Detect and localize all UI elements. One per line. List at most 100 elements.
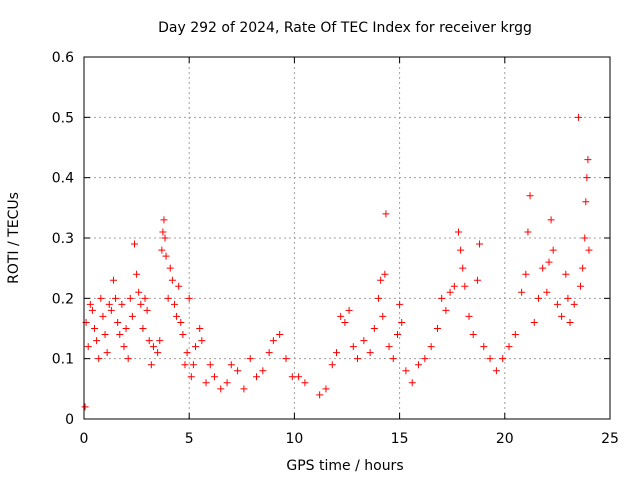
data-point xyxy=(91,325,99,332)
data-point xyxy=(118,300,126,308)
data-point xyxy=(584,156,592,164)
data-point xyxy=(95,355,103,363)
data-point xyxy=(196,325,204,332)
data-point xyxy=(109,276,117,284)
data-point xyxy=(398,318,406,326)
data-point xyxy=(370,325,378,332)
data-point xyxy=(566,318,574,326)
data-point xyxy=(354,355,362,363)
data-point xyxy=(393,331,401,339)
data-point xyxy=(105,300,113,308)
data-point xyxy=(107,306,115,314)
data-point xyxy=(166,264,174,272)
data-point xyxy=(192,343,200,351)
data-point xyxy=(282,355,290,363)
data-point xyxy=(547,216,555,224)
data-point xyxy=(332,349,340,357)
data-point xyxy=(259,367,267,375)
data-point xyxy=(143,306,151,314)
data-point xyxy=(130,240,138,248)
data-point xyxy=(124,355,132,363)
data-point xyxy=(492,367,500,375)
data-point xyxy=(328,361,336,369)
data-point xyxy=(269,337,277,345)
data-point xyxy=(133,270,141,278)
data-point xyxy=(461,282,469,290)
data-point xyxy=(164,294,172,302)
data-point xyxy=(122,325,130,332)
data-point xyxy=(162,252,170,260)
x-axis-label: GPS time / hours xyxy=(286,458,403,474)
data-point xyxy=(564,294,572,302)
data-point xyxy=(389,355,397,363)
data-point xyxy=(585,246,593,254)
x-tick-label: 5 xyxy=(185,431,194,447)
x-tick-label: 15 xyxy=(391,431,409,447)
data-point xyxy=(385,343,393,351)
data-point xyxy=(396,300,404,308)
data-point xyxy=(375,294,383,302)
data-point xyxy=(295,373,303,381)
data-point xyxy=(114,318,122,326)
data-point xyxy=(465,312,473,320)
data-point xyxy=(160,216,168,224)
data-point xyxy=(276,331,284,339)
data-point xyxy=(135,288,143,296)
axis-ticks: 0 5 10 15 20 25 0 0.1 0.2 0.3 0.4 0.5 0.6 xyxy=(52,50,619,447)
data-point xyxy=(450,282,458,290)
y-axis-label: ROTI / TECUs xyxy=(6,192,22,284)
data-point xyxy=(480,343,488,351)
data-point xyxy=(446,288,454,296)
x-tick-label: 20 xyxy=(496,431,514,447)
data-point xyxy=(253,373,261,381)
data-point xyxy=(88,306,96,314)
y-tick-label: 0.2 xyxy=(52,291,74,307)
data-point xyxy=(518,288,526,296)
data-point xyxy=(530,318,538,326)
data-point xyxy=(156,337,164,345)
data-point xyxy=(217,385,225,393)
data-point xyxy=(227,361,235,369)
data-point xyxy=(139,325,147,332)
data-point xyxy=(170,300,178,308)
data-point xyxy=(379,312,387,320)
data-point xyxy=(366,349,374,357)
data-point xyxy=(137,300,145,308)
data-point xyxy=(349,343,357,351)
data-point xyxy=(301,379,309,387)
data-point xyxy=(161,234,169,242)
data-point xyxy=(442,306,450,314)
data-point xyxy=(81,403,89,411)
data-point xyxy=(173,312,181,320)
y-tick-label: 0.1 xyxy=(52,352,74,368)
data-point xyxy=(288,373,296,381)
data-point xyxy=(198,337,206,345)
x-tick-label: 25 xyxy=(601,431,619,447)
y-tick-label: 0 xyxy=(65,412,74,428)
data-point xyxy=(486,355,494,363)
data-point xyxy=(511,331,519,339)
data-point xyxy=(539,264,547,272)
data-point xyxy=(337,312,345,320)
y-tick-label: 0.6 xyxy=(52,50,74,66)
y-tick-label: 0.5 xyxy=(52,110,74,126)
y-tick-label: 0.3 xyxy=(52,231,74,247)
data-point xyxy=(408,379,416,387)
data-point xyxy=(223,379,231,387)
data-point xyxy=(579,264,587,272)
data-point xyxy=(234,367,242,375)
data-point xyxy=(582,198,590,206)
data-point xyxy=(322,385,330,393)
data-point xyxy=(455,228,463,236)
data-point xyxy=(459,264,467,272)
data-point xyxy=(583,174,591,182)
data-points xyxy=(81,113,593,411)
x-tick-label: 10 xyxy=(285,431,303,447)
data-point xyxy=(549,246,557,254)
data-point xyxy=(574,113,582,121)
data-point xyxy=(141,294,149,302)
y-tick-label: 0.4 xyxy=(52,171,74,187)
data-point xyxy=(553,300,561,308)
data-point xyxy=(469,331,477,339)
data-point xyxy=(581,234,589,242)
